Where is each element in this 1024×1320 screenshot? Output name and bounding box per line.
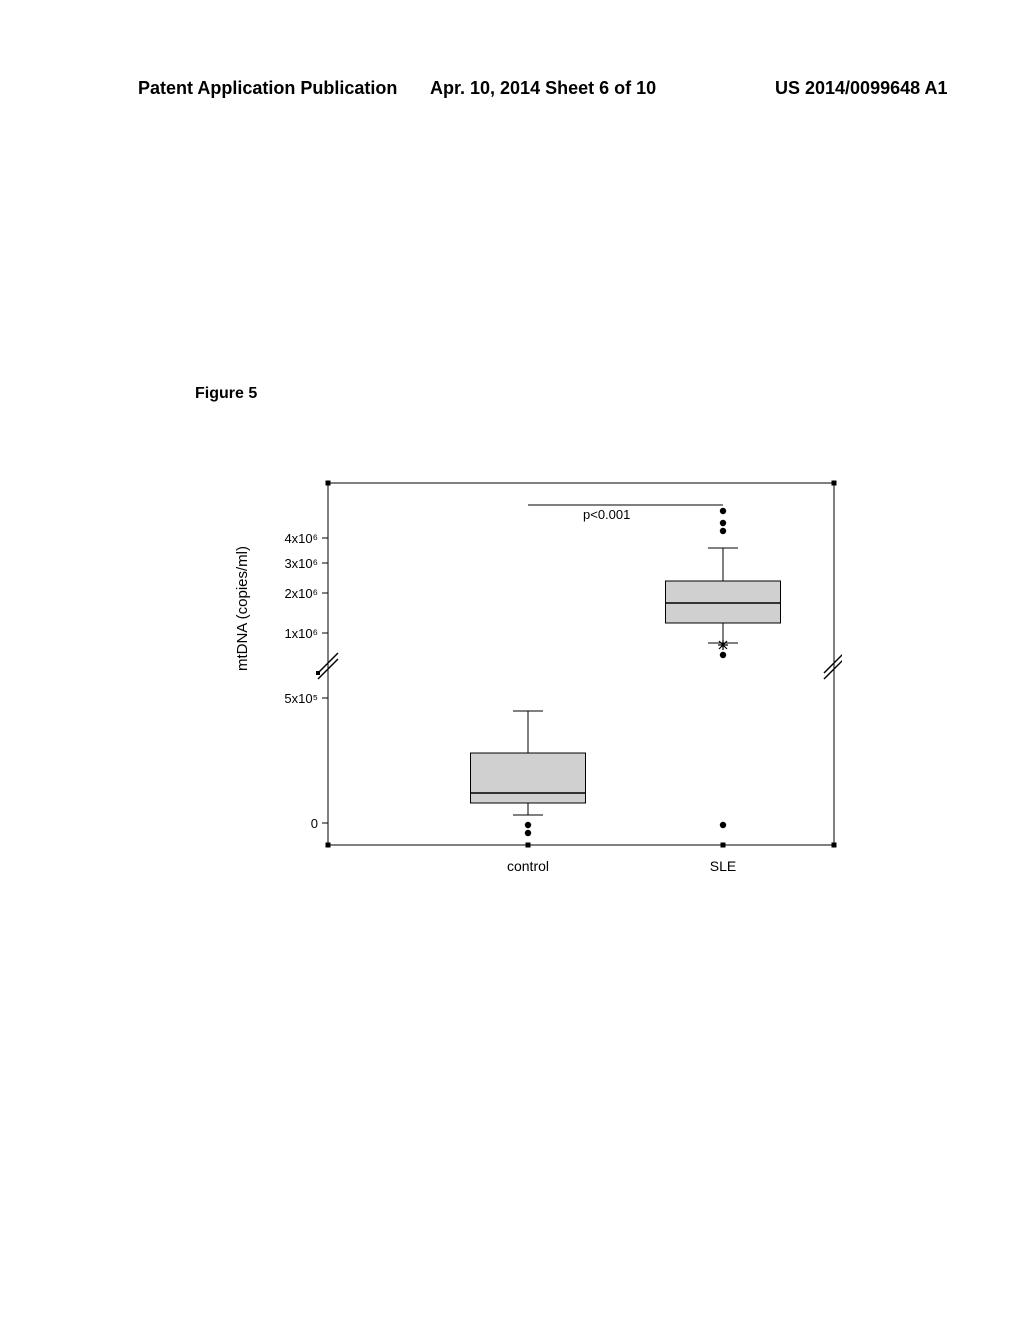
svg-text:1x10⁶: 1x10⁶ (284, 626, 318, 641)
svg-text:3x10⁶: 3x10⁶ (284, 556, 318, 571)
header-patent-number: US 2014/0099648 A1 (775, 78, 947, 99)
svg-text:control: control (507, 858, 549, 874)
svg-text:2x10⁶: 2x10⁶ (284, 586, 318, 601)
svg-text:p<0.001: p<0.001 (583, 507, 630, 522)
chart-svg: 0 5x10⁵ 1x10⁶ 2x10⁶ 3x10⁶ 4x10⁶ control SLE p<0.… (270, 475, 842, 885)
y-axis-label: mtDNA (copies/ml) (234, 546, 251, 671)
svg-text:4x10⁶: 4x10⁶ (284, 531, 318, 546)
header-date-sheet: Apr. 10, 2014 Sheet 6 of 10 (430, 78, 656, 99)
svg-text:0: 0 (311, 816, 318, 831)
figure-title: Figure 5 (195, 385, 257, 403)
svg-text:5x10⁵: 5x10⁵ (284, 691, 318, 706)
boxplot-chart: 0 5x10⁵ 1x10⁶ 2x10⁶ 3x10⁶ 4x10⁶ control SLE p<0.… (270, 475, 842, 885)
svg-text:SLE: SLE (710, 858, 736, 874)
header-publication: Patent Application Publication (138, 78, 397, 99)
